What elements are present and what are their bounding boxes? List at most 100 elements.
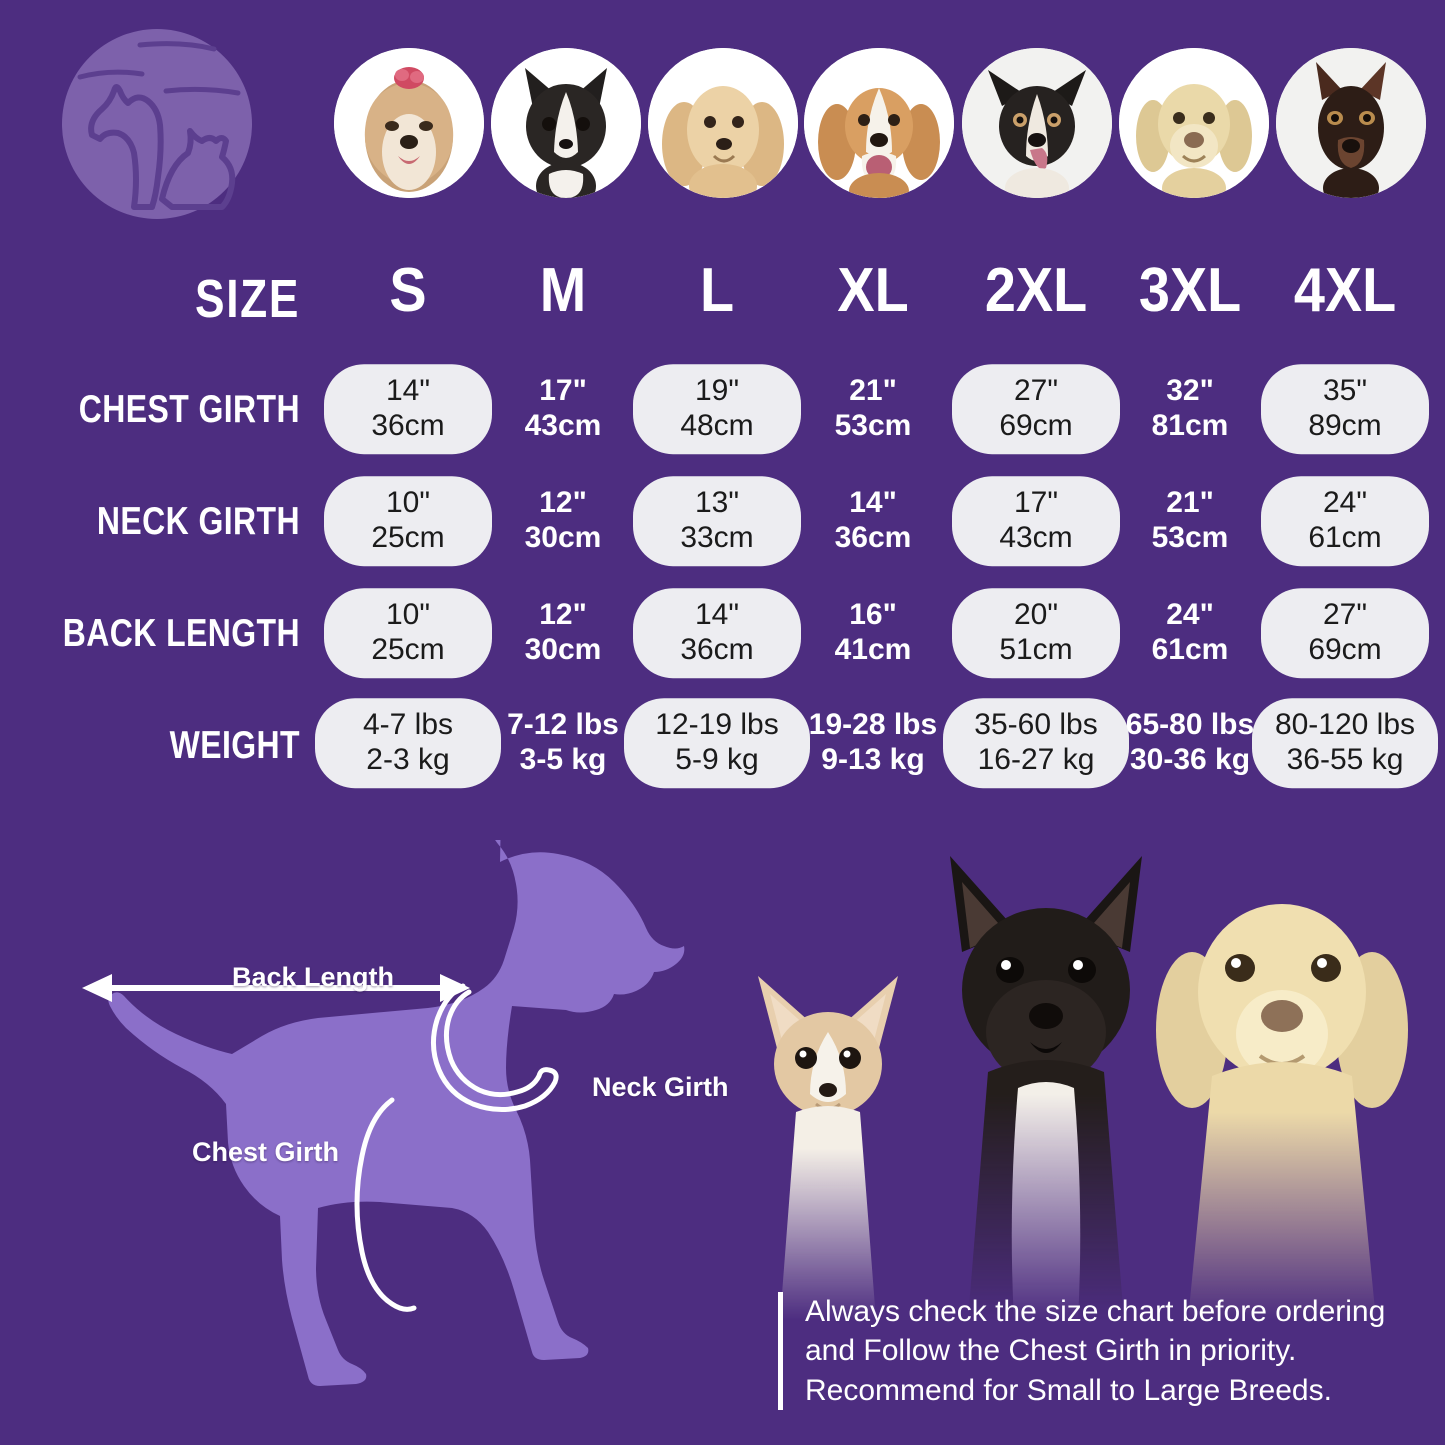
cell-value-imperial: 35" — [1322, 374, 1368, 408]
cell-value-metric: 89cm — [1308, 409, 1382, 442]
cell-value-metric: 33cm — [680, 521, 754, 554]
cell-value-imperial: 21" — [1166, 486, 1214, 520]
cell-value-imperial: 65-80 lbs — [1125, 708, 1255, 742]
diagram-label-chest-girth: Chest Girth — [192, 1137, 340, 1167]
cell-weight-4xl: 80-120 lbs 36-55 kg — [1252, 698, 1438, 788]
breed-photo-shih-tzu — [334, 48, 484, 198]
cell-value-metric: 53cm — [834, 409, 912, 442]
cell-value-imperial: 35-60 lbs — [974, 708, 1098, 742]
cell-weight-2xl: 35-60 lbs 16-27 kg — [943, 698, 1129, 788]
cell-value-metric: 9-13 kg — [821, 743, 925, 776]
cell-back-l: 14" 36cm — [633, 588, 801, 678]
cell-value-metric: 69cm — [1308, 633, 1382, 666]
cell-value-imperial: 12" — [539, 598, 587, 632]
cell-value-metric: 2-3 kg — [366, 743, 450, 776]
column-header-s: S — [389, 256, 427, 325]
cell-value-metric: 69cm — [999, 409, 1073, 442]
cell-back-m: 12" 30cm — [479, 588, 647, 678]
cell-back-s: 10" 25cm — [324, 588, 492, 678]
cell-chest-4xl: 35" 89cm — [1261, 364, 1429, 454]
cell-value-metric: 41cm — [834, 633, 912, 666]
cell-value-metric: 53cm — [1151, 521, 1229, 554]
disclaimer-line-3: Recommend for Small to Large Breeds. — [805, 1373, 1332, 1407]
cell-neck-xl: 14" 36cm — [789, 476, 957, 566]
cell-chest-m: 17" 43cm — [479, 364, 647, 454]
size-chart-table: SIZE S M L XL 2XL 3XL 4XL CHEST GIRTH 14… — [0, 246, 1445, 806]
cell-value-imperial: 80-120 lbs — [1274, 708, 1416, 742]
cell-value-metric: 25cm — [371, 521, 445, 554]
cell-value-imperial: 17" — [539, 374, 587, 408]
cell-chest-3xl: 32" 81cm — [1106, 364, 1274, 454]
cell-neck-3xl: 21" 53cm — [1106, 476, 1274, 566]
breed-photo-boston-terrier — [491, 48, 641, 198]
disclaimer-line-1: Always check the size chart before order… — [805, 1295, 1386, 1328]
cell-value-imperial: 24" — [1166, 598, 1214, 632]
cell-value-metric: 81cm — [1151, 409, 1229, 442]
cell-value-metric: 36-55 kg — [1286, 743, 1404, 776]
column-header-xl: XL — [837, 256, 909, 325]
breed-photo-doberman-pinscher — [1276, 48, 1426, 198]
cell-value-imperial: 7-12 lbs — [507, 708, 619, 742]
cell-back-3xl: 24" 61cm — [1106, 588, 1274, 678]
cell-value-metric: 30cm — [524, 633, 602, 666]
cell-value-imperial: 27" — [1322, 598, 1368, 632]
row-label-weight: WEIGHT — [169, 724, 300, 767]
cell-value-imperial: 10" — [385, 598, 431, 632]
cell-value-imperial: 14" — [849, 486, 897, 520]
disclaimer-note: Always check the size chart before order… — [778, 1292, 1418, 1410]
cell-weight-3xl: 65-80 lbs 30-36 kg — [1097, 698, 1283, 788]
cell-chest-s: 14" 36cm — [324, 364, 492, 454]
column-header-2xl: 2XL — [984, 256, 1088, 325]
cell-chest-2xl: 27" 69cm — [952, 364, 1120, 454]
cell-value-metric: 43cm — [524, 409, 602, 442]
cell-value-imperial: 13" — [694, 486, 740, 520]
breed-photo-cocker-spaniel — [648, 48, 798, 198]
breed-photo-beagle — [804, 48, 954, 198]
cell-neck-m: 12" 30cm — [479, 476, 647, 566]
cell-value-metric: 51cm — [999, 633, 1073, 666]
breed-photo-labrador-retriever — [1119, 48, 1269, 198]
row-label-chest-girth: CHEST GIRTH — [78, 388, 300, 431]
cell-value-metric: 36cm — [834, 521, 912, 554]
neck-girth-measure-line — [431, 983, 559, 1112]
cell-value-imperial: 4-7 lbs — [362, 708, 454, 742]
breed-photo-border-collie — [962, 48, 1112, 198]
bottom-photo-labrador-retriever — [1156, 904, 1408, 1320]
cell-value-metric: 36cm — [680, 633, 754, 666]
cell-value-metric: 30-36 kg — [1129, 743, 1251, 776]
cell-value-metric: 5-9 kg — [675, 743, 759, 776]
cell-back-2xl: 20" 51cm — [952, 588, 1120, 678]
cell-neck-2xl: 17" 43cm — [952, 476, 1120, 566]
cell-value-metric: 43cm — [999, 521, 1073, 554]
cell-value-metric: 3-5 kg — [519, 743, 607, 776]
disclaimer-line-2: and Follow the Chest Girth in priority. — [805, 1334, 1297, 1368]
column-header-3xl: 3XL — [1138, 256, 1242, 325]
cell-value-metric: 30cm — [524, 521, 602, 554]
cell-neck-l: 13" 33cm — [633, 476, 801, 566]
cell-value-imperial: 16" — [849, 598, 897, 632]
cell-value-imperial: 21" — [849, 374, 897, 408]
cell-value-imperial: 14" — [694, 598, 740, 632]
cell-value-metric: 36cm — [371, 409, 445, 442]
diagram-label-back-length: Back Length — [232, 962, 395, 992]
cell-value-imperial: 10" — [385, 486, 431, 520]
dog-and-cat-circle-logo-icon — [62, 29, 252, 219]
cell-value-imperial: 17" — [1013, 486, 1059, 520]
column-header-4xl: 4XL — [1293, 256, 1397, 325]
column-header-l: L — [699, 256, 735, 325]
cell-neck-s: 10" 25cm — [324, 476, 492, 566]
bottom-photo-chihuahua — [758, 976, 898, 1320]
cell-value-imperial: 19-28 lbs — [808, 708, 938, 742]
cell-weight-xl: 19-28 lbs 9-13 kg — [780, 698, 966, 788]
bottom-dog-photo-group — [700, 820, 1445, 1320]
cell-value-imperial: 12" — [539, 486, 587, 520]
back-length-arrow — [82, 974, 470, 1002]
cell-back-xl: 16" 41cm — [789, 588, 957, 678]
table-corner-label: SIZE — [195, 269, 300, 329]
cell-value-metric: 61cm — [1308, 521, 1382, 554]
cell-value-metric: 16-27 kg — [977, 743, 1095, 776]
cell-back-4xl: 27" 69cm — [1261, 588, 1429, 678]
cell-value-metric: 48cm — [680, 409, 754, 442]
cell-weight-s: 4-7 lbs 2-3 kg — [315, 698, 501, 788]
